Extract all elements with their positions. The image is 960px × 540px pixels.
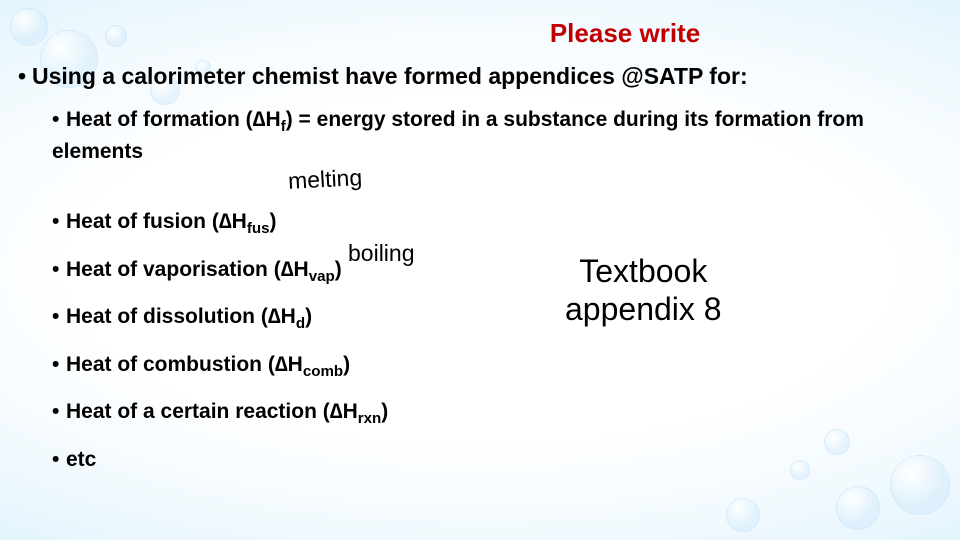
bullet-level1: •Using a calorimeter chemist have formed… — [18, 61, 932, 92]
item-sub: rxn — [358, 411, 382, 428]
textbook-line2: appendix 8 — [565, 291, 722, 327]
item-pre: Heat of combustion (∆H — [66, 353, 303, 376]
item-pre: Heat of fusion (∆H — [66, 210, 247, 233]
item-pre: Heat of dissolution (∆H — [66, 305, 296, 328]
item-sub: fus — [247, 220, 270, 237]
item-sub: d — [296, 315, 305, 332]
item-pre: Heat of vaporisation (∆H — [66, 258, 309, 281]
item-post: ) — [381, 400, 388, 423]
list-item: •Heat of fusion (∆Hfus) — [52, 208, 932, 240]
annotation-melting: melting — [287, 164, 362, 195]
list-item: •etc — [52, 446, 932, 474]
list-item: •Heat of formation (∆Hf) = energy stored… — [52, 106, 932, 166]
item-pre: etc — [66, 448, 96, 471]
item-post: ) — [335, 258, 342, 281]
slide-title: Please write — [318, 18, 932, 49]
slide-content: Please write •Using a calorimeter chemis… — [0, 0, 960, 540]
item-post: ) — [305, 305, 312, 328]
item-sub: comb — [303, 363, 343, 380]
textbook-note: Textbook appendix 8 — [565, 252, 722, 329]
item-sub: vap — [309, 268, 335, 285]
annotation-boiling: boiling — [348, 240, 415, 267]
list-item: •Heat of vaporisation (∆Hvap) — [52, 256, 932, 288]
item-post: ) — [343, 353, 350, 376]
textbook-line1: Textbook — [579, 253, 707, 289]
item-pre: Heat of a certain reaction (∆H — [66, 400, 358, 423]
list-item: •Heat of dissolution (∆Hd) — [52, 303, 932, 335]
list-item: •Heat of combustion (∆Hcomb) — [52, 351, 932, 383]
level1-text: Using a calorimeter chemist have formed … — [32, 63, 748, 89]
item-post: ) — [270, 210, 277, 233]
item-pre: Heat of formation (∆H — [66, 108, 281, 131]
list-item: •Heat of a certain reaction (∆Hrxn) — [52, 398, 932, 430]
